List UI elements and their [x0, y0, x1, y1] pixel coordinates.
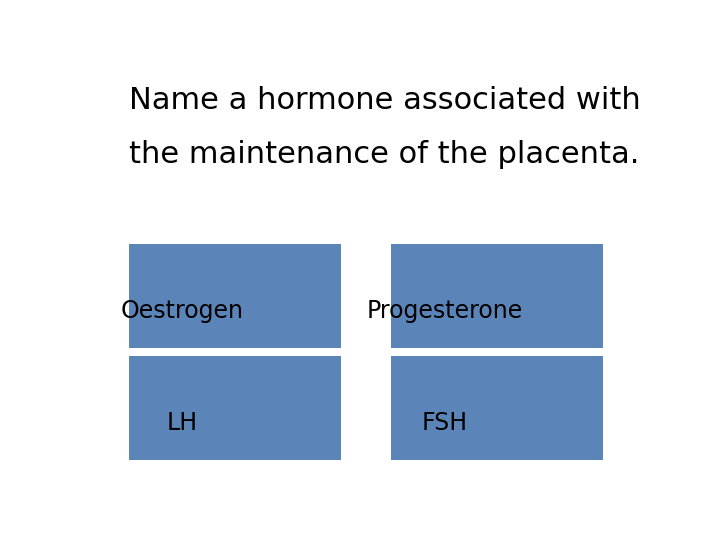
FancyBboxPatch shape [129, 244, 341, 348]
Text: Progesterone: Progesterone [366, 299, 523, 323]
Text: the maintenance of the placenta.: the maintenance of the placenta. [129, 140, 639, 168]
Text: FSH: FSH [421, 411, 467, 435]
FancyBboxPatch shape [392, 356, 603, 460]
Text: Name a hormone associated with: Name a hormone associated with [129, 85, 641, 114]
FancyBboxPatch shape [129, 356, 341, 460]
Text: Oestrogen: Oestrogen [120, 299, 243, 323]
Text: LH: LH [166, 411, 197, 435]
FancyBboxPatch shape [392, 244, 603, 348]
